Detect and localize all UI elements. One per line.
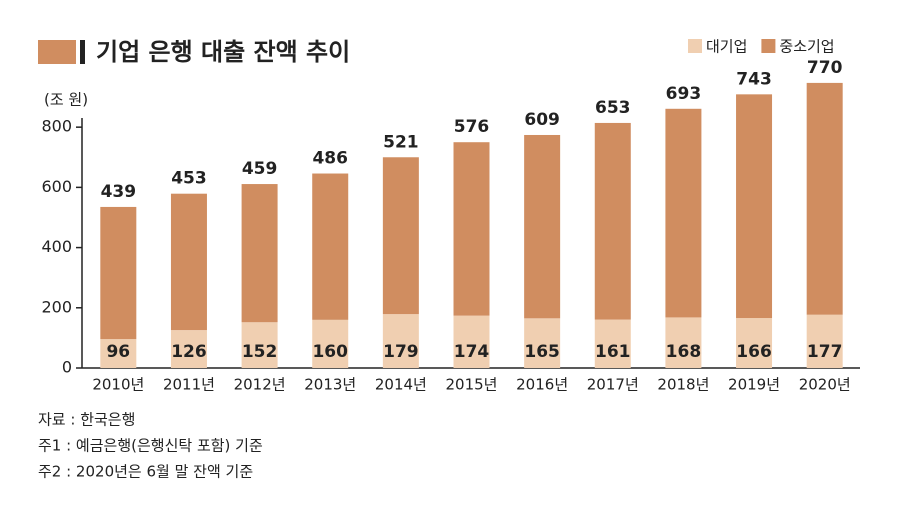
data-label: 743 xyxy=(736,69,772,89)
y-axis-label: (조 원) xyxy=(44,91,88,109)
y-tick-label: 800 xyxy=(41,117,72,136)
bar-segment xyxy=(665,317,702,368)
bar-segment xyxy=(312,319,349,368)
y-tick-label: 600 xyxy=(41,177,72,196)
x-tick-label: 2019년 xyxy=(728,376,780,394)
note: 자료 : 한국은행 xyxy=(38,411,135,429)
x-tick-label: 2014년 xyxy=(375,376,427,394)
data-label: 576 xyxy=(454,117,490,137)
x-tick-label: 2016년 xyxy=(516,376,568,394)
x-tick-label: 2013년 xyxy=(304,376,356,394)
data-label: 152 xyxy=(242,342,278,362)
data-label: 693 xyxy=(666,84,702,104)
bar-segment xyxy=(100,206,137,340)
bar-segment xyxy=(453,315,490,368)
bar-segment xyxy=(170,330,207,368)
note: 주1 : 예금은행(은행신탁 포함) 기준 xyxy=(38,437,263,455)
bar-segment xyxy=(382,157,419,315)
bar-segment xyxy=(241,322,278,368)
bar-segment xyxy=(736,94,773,319)
data-label: 126 xyxy=(171,342,207,362)
data-label: 609 xyxy=(524,110,560,130)
bar-segment xyxy=(312,173,349,320)
data-label: 166 xyxy=(736,342,772,362)
bar-segment xyxy=(594,122,631,320)
x-tick-label: 2020년 xyxy=(799,376,851,394)
data-label: 168 xyxy=(666,342,702,362)
data-label: 459 xyxy=(242,159,278,179)
x-tick-label: 2011년 xyxy=(163,376,215,394)
x-tick-label: 2018년 xyxy=(657,376,709,394)
bar-segment xyxy=(736,318,773,368)
title-icon-bar xyxy=(80,40,85,64)
data-label: 179 xyxy=(383,342,419,362)
legend-swatch xyxy=(688,39,702,53)
bar-segment xyxy=(170,193,207,331)
x-tick-label: 2012년 xyxy=(234,376,286,394)
data-label: 453 xyxy=(171,169,207,189)
bar-segment xyxy=(453,142,490,316)
bar-segment xyxy=(806,82,843,315)
bar-segment xyxy=(594,319,631,368)
bar-segment xyxy=(524,134,561,319)
data-label: 439 xyxy=(101,182,137,202)
y-tick-label: 0 xyxy=(62,358,72,377)
bar-segment xyxy=(524,318,561,368)
data-label: 653 xyxy=(595,98,631,118)
legend-label: 대기업 xyxy=(706,38,747,56)
legend-swatch xyxy=(761,39,776,53)
data-label: 165 xyxy=(524,342,560,362)
data-label: 770 xyxy=(807,58,843,78)
y-tick-label: 400 xyxy=(41,237,72,256)
title-icon xyxy=(38,40,76,64)
chart-title: 기업 은행 대출 잔액 추이 xyxy=(96,38,350,66)
bar-segment xyxy=(241,184,278,323)
bar-segment xyxy=(100,339,137,368)
x-tick-label: 2015년 xyxy=(446,376,498,394)
note: 주2 : 2020년은 6월 말 잔액 기준 xyxy=(38,463,253,481)
bar-segment xyxy=(665,108,702,318)
bar-segment xyxy=(806,314,843,368)
data-label: 486 xyxy=(312,149,348,169)
data-label: 96 xyxy=(106,342,130,362)
data-label: 177 xyxy=(807,342,843,362)
bar-segment xyxy=(382,314,419,368)
data-label: 161 xyxy=(595,342,631,362)
x-tick-label: 2017년 xyxy=(587,376,639,394)
y-tick-label: 200 xyxy=(41,297,72,316)
data-label: 160 xyxy=(312,342,348,362)
legend-label: 중소기업 xyxy=(779,38,834,56)
data-label: 521 xyxy=(383,132,419,152)
x-tick-label: 2010년 xyxy=(92,376,144,394)
data-label: 174 xyxy=(454,342,490,362)
